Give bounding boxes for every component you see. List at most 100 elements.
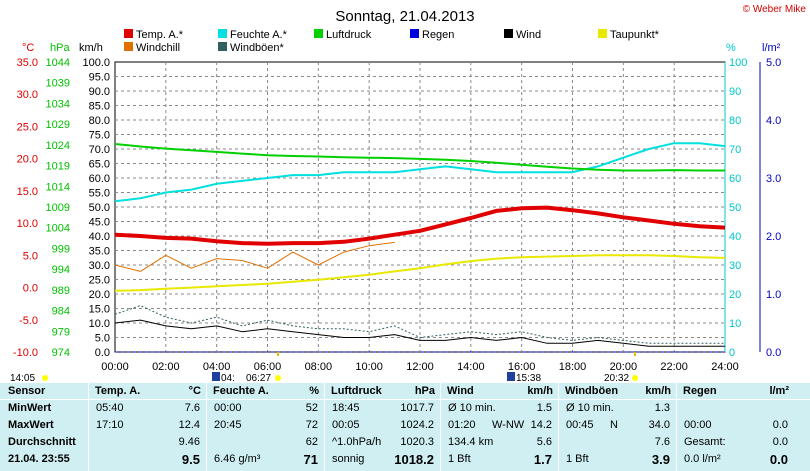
tick-hpa: 1039 [46, 78, 70, 90]
legend-label: Windböen* [230, 42, 285, 54]
table-cell-time: 18:45 [332, 402, 360, 414]
moon-icon [212, 372, 220, 381]
tick-kmh: 85.0 [89, 101, 110, 113]
chart-title: Sonntag, 21.04.2013 [335, 8, 474, 25]
legend-swatch [218, 42, 227, 51]
table-cell-value: 62 [305, 436, 318, 448]
table-cell-value: 0.0 [769, 452, 788, 467]
legend-swatch [504, 29, 513, 38]
tick-temp: 5.0 [23, 250, 38, 262]
unit-rain: l/m² [762, 42, 781, 54]
tick-rain: 2.0 [766, 231, 781, 243]
tick-kmh: 80.0 [89, 115, 110, 127]
tick-temp: 25.0 [17, 121, 38, 133]
axis-units: °C hPa km/h% l/m² [22, 42, 781, 54]
table-cell-value: 0.0 [772, 419, 788, 431]
tick-hpa: 1014 [46, 181, 70, 193]
start-time-label: 14:05 [10, 373, 35, 383]
sunrise-prefix-label: 04: [221, 373, 235, 383]
tick-time: 02:00 [152, 361, 180, 373]
tick-time: 10:00 [355, 361, 383, 373]
header-temp-unit: °C [188, 385, 201, 397]
chart-legend: Temp. A.* Feuchte A.* Luftdruck Regen Wind Ta… [124, 29, 660, 54]
tick-rain: 3.0 [766, 173, 781, 185]
table-cell-value: 0.0 [772, 436, 788, 448]
legend-label: Feuchte A.* [230, 29, 288, 41]
tick-temp: 35.0 [17, 57, 38, 69]
legend-swatch [410, 29, 419, 38]
table-cell-time: 01:20 [448, 419, 476, 431]
sunrise-label: 06:27 [246, 373, 271, 383]
table-cell-value: 72 [305, 419, 318, 431]
tick-rain: 4.0 [766, 115, 781, 127]
chart-series [114, 142, 726, 353]
sun-icon [275, 375, 281, 381]
tick-kmh: 55.0 [89, 188, 110, 200]
table-cell-value: 1018.2 [394, 452, 434, 467]
tick-percent: 10 [729, 318, 741, 330]
header-wind: Wind [447, 385, 474, 397]
legend-swatch [598, 29, 607, 38]
tick-kmh: 0.0 [95, 347, 110, 359]
legend-swatch [314, 29, 323, 38]
tick-kmh: 70.0 [89, 144, 110, 156]
table-cell-time: 00:00 [214, 402, 242, 414]
series-line [114, 305, 725, 344]
table-cell-value: 34.0 [648, 419, 670, 431]
tick-kmh: 95.0 [89, 72, 110, 84]
tick-hpa: 1029 [46, 119, 70, 131]
tick-kmh: 5.0 [95, 333, 110, 345]
table-cell-value: 1.5 [536, 402, 552, 414]
table-cell-direction: W-NW [492, 419, 525, 431]
table-cell-time: 00:45 [566, 419, 594, 431]
legend-label: Luftdruck [326, 29, 372, 41]
weather-chart: Sonntag, 21.04.2013 © Weber Mike Temp. A… [10, 4, 806, 383]
legend-label: Wind [516, 29, 541, 41]
tick-hpa: 994 [52, 264, 70, 276]
header-press: Luftdruck [331, 385, 382, 397]
table-cell-value: 1017.7 [400, 402, 434, 414]
tick-hpa: 974 [52, 347, 70, 359]
table-cell-time: 1 Bft [566, 453, 589, 465]
table-cell-time: 00:05 [332, 419, 360, 431]
tick-percent: 60 [729, 173, 741, 185]
header-rain: Regen [683, 385, 717, 397]
header-rain-unit: l/m² [769, 385, 789, 397]
table-cell-time: Ø 10 min. [566, 402, 614, 414]
tick-time: 18:00 [559, 361, 587, 373]
table-row-label: 21.04. 23:55 [8, 453, 70, 465]
tick-kmh: 30.0 [89, 260, 110, 272]
table-cell-value: 9.5 [181, 452, 200, 467]
tick-kmh: 75.0 [89, 130, 110, 142]
legend-swatch [124, 42, 133, 51]
tick-temp: 30.0 [17, 89, 38, 101]
tick-hpa: 1034 [46, 98, 70, 110]
table-cell-time: 17:10 [96, 419, 124, 431]
table-cell-time: ^1.0hPa/h [332, 436, 382, 448]
tick-hpa: 1044 [46, 57, 70, 69]
tick-percent: 0 [729, 347, 735, 359]
tick-hpa: 989 [52, 285, 70, 297]
legend-label: Regen [422, 29, 454, 41]
moon-time-label: 15:38 [516, 373, 541, 383]
table-cell-value: 1.7 [533, 452, 552, 467]
axis-ticks: 35.0 30.0 25.0 20.0 15.0 10.0 5.0 0.0 -5.0 -10.0 1… [13, 57, 781, 373]
table-cell-value: 12.4 [178, 419, 200, 431]
sun-icon [632, 375, 638, 381]
tick-kmh: 10.0 [89, 318, 110, 330]
legend-label: Taupunkt* [610, 29, 660, 41]
legend-label: Temp. A.* [136, 29, 184, 41]
table-cell-value: 9.46 [178, 436, 200, 448]
header-temp: Temp. A. [95, 385, 141, 397]
tick-hpa: 1009 [46, 202, 70, 214]
col-hum: Feuchte A. % [206, 383, 325, 471]
tick-temp: 15.0 [17, 186, 38, 198]
tick-time: 08:00 [305, 361, 333, 373]
table-cell-direction: N [610, 419, 618, 431]
tick-percent: 80 [729, 115, 741, 127]
col-wind: Wind km/h [440, 383, 559, 471]
tick-hpa: 1024 [46, 140, 70, 152]
tick-hpa: 1019 [46, 161, 70, 173]
tick-time: 22:00 [660, 361, 688, 373]
table-separator [0, 399, 810, 400]
